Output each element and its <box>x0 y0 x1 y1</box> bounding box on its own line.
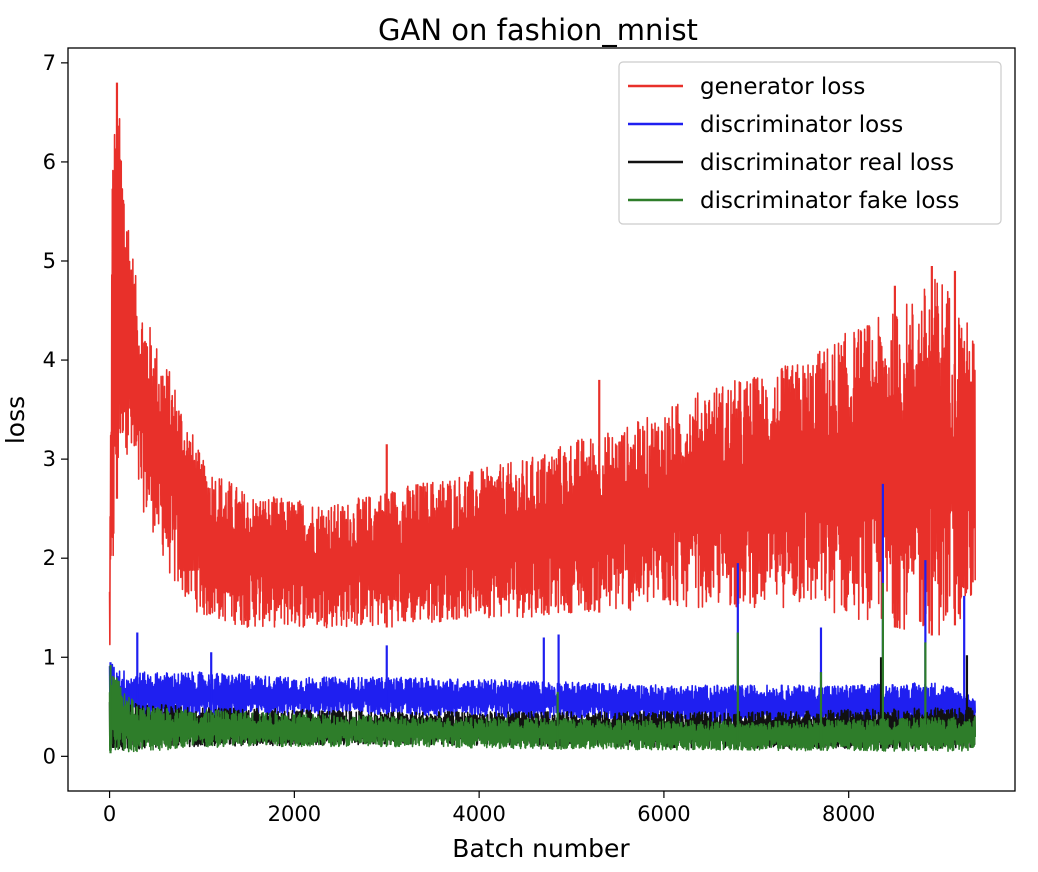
series-line-discriminator <box>108 663 976 727</box>
x-tick-label: 4000 <box>452 802 505 826</box>
legend-label-discriminator: discriminator loss <box>700 112 903 138</box>
legend-label-discriminator-fake: discriminator fake loss <box>700 188 959 214</box>
y-tick-label: 5 <box>43 249 56 273</box>
plot-frame <box>67 47 1016 792</box>
legend-box <box>618 61 1002 225</box>
series-line-generator <box>108 99 976 646</box>
x-axis-label: Batch number <box>452 834 630 863</box>
x-tick-label: 2000 <box>268 802 321 826</box>
legend: generator loss discriminator loss discri… <box>618 61 1002 225</box>
y-tick-label: 0 <box>43 744 56 768</box>
y-axis-label: loss <box>1 396 30 444</box>
legend-label-discriminator-real: discriminator real loss <box>700 150 954 176</box>
x-tick-label: 0 <box>103 802 116 826</box>
y-tick-label: 1 <box>43 645 56 669</box>
legend-label-generator: generator loss <box>700 74 865 100</box>
x-tick-label: 8000 <box>822 802 875 826</box>
y-tick-label: 2 <box>43 546 56 570</box>
series-line-discriminator-fake <box>108 674 976 753</box>
y-tick-label: 3 <box>43 447 56 471</box>
y-tick-label: 6 <box>43 150 56 174</box>
y-tick-label: 4 <box>43 348 56 372</box>
x-axis: 0 2000 4000 6000 8000 <box>103 791 875 826</box>
y-axis: 0 1 2 3 4 5 6 7 <box>43 51 68 768</box>
y-tick-label: 7 <box>43 51 56 75</box>
plot-area <box>67 47 1016 792</box>
chart-title: GAN on fashion_mnist <box>378 13 698 47</box>
x-tick-label: 6000 <box>637 802 690 826</box>
